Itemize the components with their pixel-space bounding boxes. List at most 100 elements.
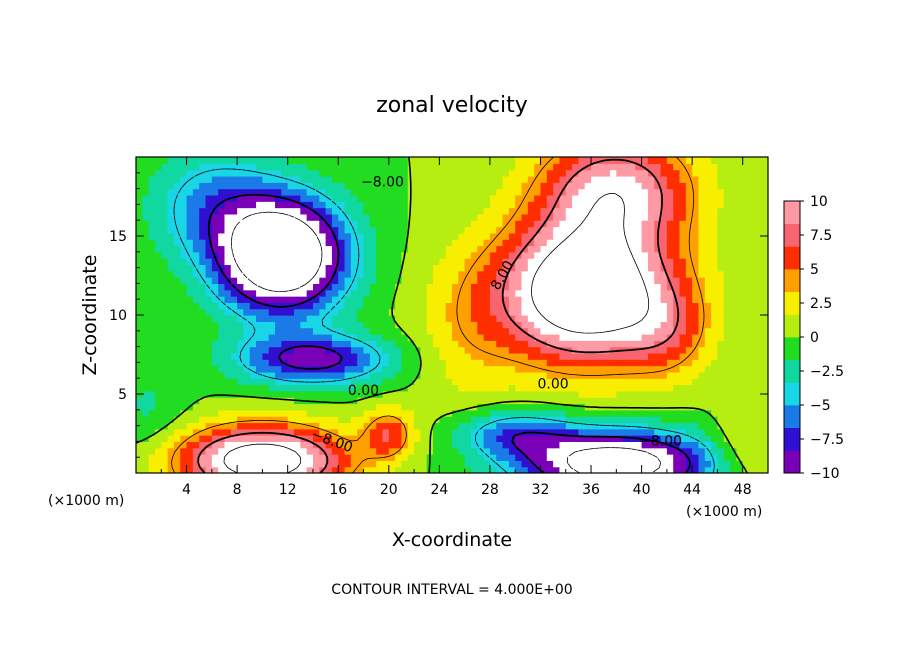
- heat-cell: [287, 346, 295, 354]
- heat-cell: [237, 378, 245, 386]
- heat-cell: [616, 239, 624, 247]
- heat-cell: [281, 220, 289, 228]
- heat-cell: [148, 371, 156, 379]
- heat-cell: [610, 346, 617, 354]
- heat-cell: [357, 365, 365, 373]
- heat-cell: [173, 378, 181, 386]
- heat-cell: [527, 384, 535, 392]
- heat-cell: [527, 327, 535, 335]
- heat-cell: [660, 359, 668, 367]
- heat-cell: [635, 454, 643, 461]
- heat-cell: [540, 226, 548, 234]
- heat-cell: [603, 289, 611, 297]
- heat-cell: [161, 460, 169, 468]
- heat-cell: [565, 277, 573, 284]
- heat-cell: [439, 169, 447, 177]
- heat-cell: [186, 447, 194, 455]
- heat-cell: [243, 175, 251, 183]
- heat-cell: [496, 416, 504, 424]
- heat-cell: [312, 422, 320, 430]
- heat-cell: [395, 163, 403, 171]
- heat-cell: [433, 226, 440, 234]
- heat-cell: [458, 365, 466, 373]
- heat-cell: [312, 277, 320, 284]
- heat-cell: [521, 239, 529, 247]
- heat-cell: [635, 213, 643, 221]
- heat-cell: [325, 296, 333, 303]
- heat-cell: [414, 454, 421, 461]
- heat-cell: [508, 333, 516, 341]
- heat-cell: [224, 239, 232, 247]
- heat-cell: [426, 422, 434, 430]
- heat-cell: [445, 232, 453, 240]
- heat-cell: [376, 251, 384, 259]
- heat-cell: [136, 207, 143, 215]
- heat-cell: [325, 422, 333, 430]
- heat-cell: [679, 403, 687, 411]
- heat-cell: [679, 428, 687, 436]
- heat-cell: [610, 466, 617, 473]
- heat-cell: [319, 422, 327, 430]
- heat-cell: [489, 264, 497, 272]
- heat-cell: [294, 245, 301, 253]
- heat-cell: [199, 327, 207, 335]
- heat-cell: [591, 378, 598, 386]
- heat-cell: [692, 201, 700, 209]
- heat-cell: [755, 239, 763, 247]
- heat-cell: [319, 454, 327, 461]
- heat-cell: [243, 365, 251, 373]
- heat-cell: [268, 315, 276, 322]
- heat-cell: [281, 226, 289, 234]
- heat-cell: [641, 207, 649, 215]
- heat-cell: [167, 163, 175, 171]
- heat-cell: [540, 352, 548, 360]
- heat-cell: [565, 213, 573, 221]
- heat-cell: [502, 422, 510, 430]
- heat-cell: [268, 220, 276, 228]
- heat-cell: [711, 296, 719, 303]
- heat-cell: [515, 169, 523, 177]
- heat-cell: [230, 188, 238, 196]
- heat-cell: [641, 447, 649, 455]
- heat-cell: [281, 258, 289, 266]
- heat-cell: [237, 163, 245, 171]
- heat-cell: [306, 201, 314, 209]
- heat-cell: [698, 321, 706, 329]
- heat-cell: [426, 302, 434, 310]
- heat-cell: [262, 302, 270, 310]
- heat-cell: [186, 289, 194, 297]
- heat-cell: [382, 409, 390, 417]
- heat-cell: [445, 460, 453, 468]
- heat-cell: [647, 321, 655, 329]
- heat-cell: [136, 315, 143, 322]
- heat-cell: [692, 245, 700, 253]
- heat-cell: [167, 258, 175, 266]
- heat-cell: [654, 365, 662, 373]
- heat-cell: [439, 409, 447, 417]
- heat-cell: [420, 194, 428, 202]
- heat-cell: [641, 378, 649, 386]
- heat-cell: [414, 296, 421, 303]
- heat-cell: [243, 251, 251, 259]
- heat-cell: [597, 466, 605, 473]
- heat-cell: [167, 315, 175, 322]
- heat-cell: [477, 441, 485, 449]
- heat-cell: [268, 277, 276, 284]
- heat-cell: [660, 422, 668, 430]
- heat-cell: [742, 403, 750, 411]
- heat-cell: [136, 416, 143, 424]
- heat-cell: [186, 454, 194, 461]
- heat-cell: [584, 207, 592, 215]
- heat-cell: [622, 308, 630, 316]
- heat-cell: [192, 378, 200, 386]
- heat-cell: [281, 384, 289, 392]
- heat-cell: [692, 264, 700, 272]
- heat-cell: [584, 378, 592, 386]
- heat-cell: [616, 302, 624, 310]
- heat-cell: [502, 359, 510, 367]
- heat-cell: [369, 346, 377, 354]
- heat-cell: [199, 371, 207, 379]
- heat-cell: [388, 428, 396, 436]
- heat-cell: [673, 397, 681, 405]
- heat-cell: [319, 340, 327, 348]
